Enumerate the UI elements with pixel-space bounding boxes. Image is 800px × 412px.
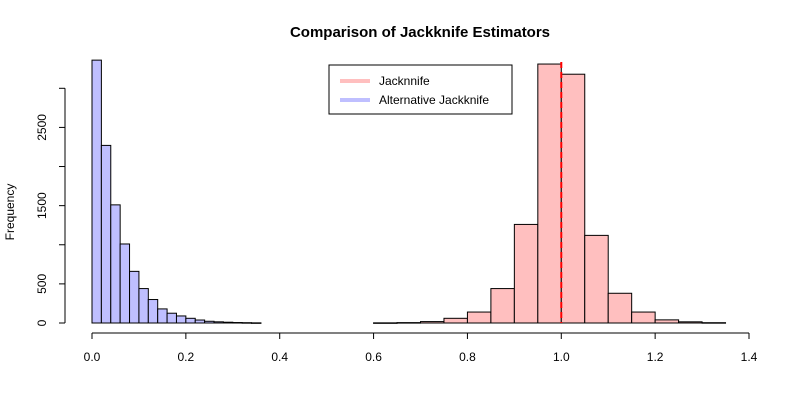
histogram-bar-alternative-13	[213, 321, 224, 324]
histogram-bar-jackknife-8	[560, 73, 586, 324]
histogram-bar-alternative-4	[129, 270, 140, 324]
histogram-bar-jackknife-1	[396, 322, 421, 324]
axes-layer: 0.0 0.2 0.4 0.6 0.8 1.0 1.2 1.4 0 500 1500 2500	[35, 87, 758, 364]
histogram-bar-jackknife-5	[490, 288, 515, 324]
histogram-bar-alternative-17	[251, 322, 262, 324]
histogram-bar-alternative-5	[138, 288, 149, 324]
histogram-bar-jackknife-0	[373, 322, 398, 324]
histogram-bar-jackknife-7	[537, 63, 562, 324]
histogram-bar-alternative-8	[166, 312, 177, 324]
histogram-bar-alternative-12	[204, 320, 215, 324]
histogram-bar-alternative-16	[241, 322, 253, 324]
histogram-bar-jackknife-4	[466, 311, 492, 324]
x-tick-label: 0.8	[459, 350, 476, 364]
y-tick-label: 0	[35, 319, 49, 326]
x-tick-label: 1.0	[553, 350, 570, 364]
histogram-bar-alternative-15	[232, 322, 243, 324]
histogram-bar-jackknife-10	[607, 292, 633, 324]
x-tick-label: 1.2	[647, 350, 664, 364]
legend-box	[328, 64, 513, 115]
histogram-bar-alternative-10	[185, 317, 196, 324]
y-axis-label: Frequency	[3, 184, 17, 241]
histogram-bar-jackknife-9	[584, 234, 609, 324]
bars-layer	[91, 59, 727, 324]
histogram-bar-jackknife-11	[631, 311, 656, 324]
legend-label: Alternative Jackknife	[379, 93, 489, 107]
legend: Jacknnife Alternative Jackknife	[328, 64, 513, 115]
histogram-bar-alternative-1	[100, 144, 112, 324]
histogram-bar-alternative-14	[222, 321, 234, 324]
histogram-bar-alternative-11	[194, 319, 206, 324]
legend-label: Jacknnife	[379, 74, 430, 88]
histogram-bar-jackknife-2	[420, 321, 445, 324]
x-tick-label: 0.0	[84, 350, 101, 364]
histogram-bar-alternative-7	[157, 308, 168, 324]
y-tick-label: 500	[35, 274, 49, 294]
x-tick-label: 0.2	[178, 350, 195, 364]
histogram-bar-jackknife-3	[443, 317, 468, 324]
histogram-bar-alternative-6	[147, 299, 159, 324]
y-tick-label: 1500	[35, 192, 49, 219]
x-tick-label: 0.6	[365, 350, 382, 364]
histogram-bar-alternative-2	[110, 204, 121, 324]
x-tick-label: 1.4	[741, 350, 758, 364]
histogram-bar-jackknife-13	[678, 321, 703, 324]
histogram-bar-jackknife-14	[701, 322, 727, 324]
histogram-bar-alternative-0	[91, 59, 102, 324]
histogram-bar-jackknife-6	[513, 223, 539, 324]
histogram-bar-alternative-3	[119, 243, 131, 324]
histogram-bar-jackknife-12	[654, 319, 680, 324]
x-tick-label: 0.4	[271, 350, 288, 364]
histogram-bar-alternative-9	[175, 315, 187, 324]
chart-title: Comparison of Jackknife Estimators	[290, 24, 550, 41]
y-tick-label: 2500	[35, 114, 49, 141]
